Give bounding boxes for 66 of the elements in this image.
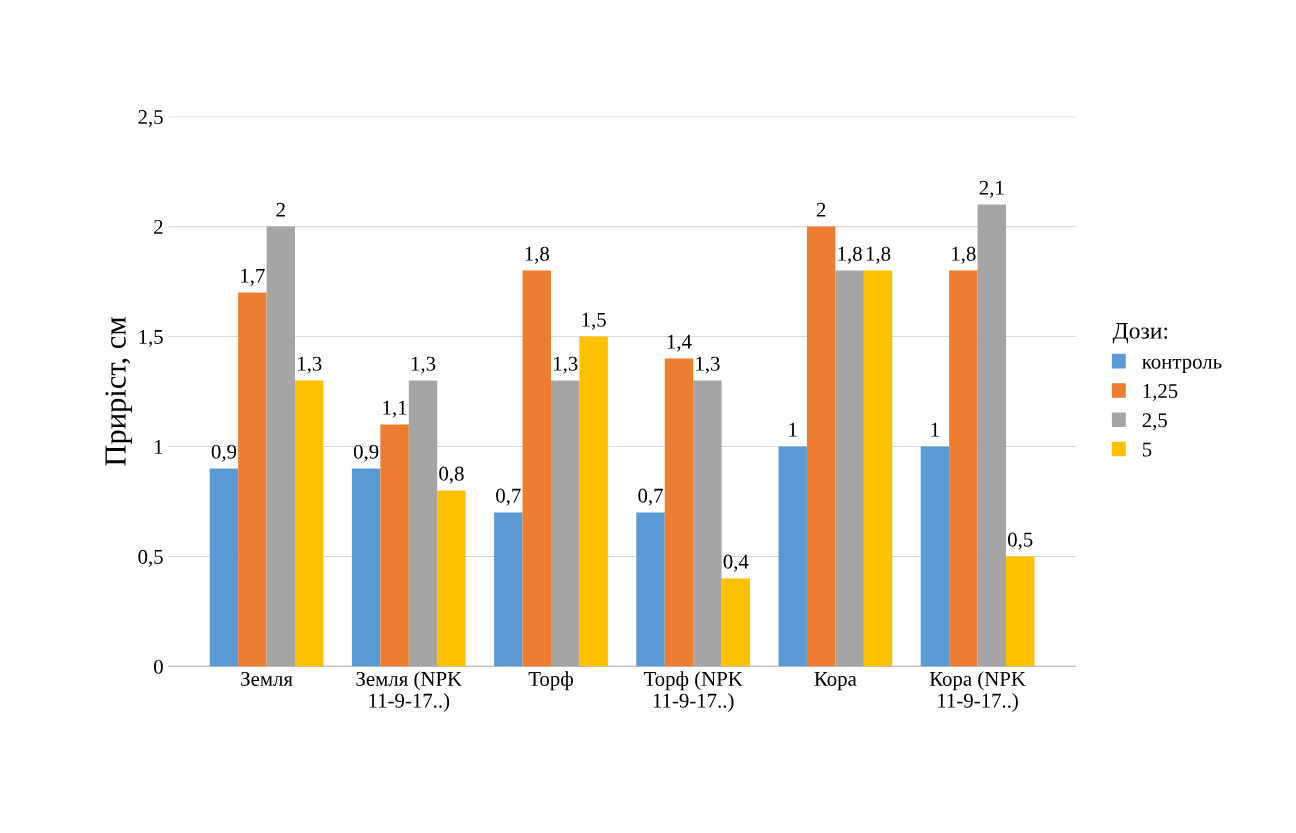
bar (522, 270, 551, 667)
data-label: 1,8 (866, 246, 891, 264)
y-tick-label: 0,5 (138, 549, 163, 567)
data-label: 1,3 (696, 356, 720, 374)
legend-title: Дози: (1112, 323, 1168, 344)
data-label: 0,9 (353, 444, 379, 462)
bar (550, 380, 580, 667)
data-label: 1 (789, 422, 797, 437)
bar (266, 226, 296, 667)
legend-label: контроль (1142, 358, 1222, 373)
data-label: 0,5 (1008, 532, 1033, 550)
bar (437, 490, 466, 667)
bar (209, 468, 239, 667)
data-label: 2 (816, 202, 826, 217)
bar (835, 270, 864, 667)
x-tick-label: Кора (NPK 11-9-17..) (929, 671, 1026, 712)
legend-label: 2,5 (1142, 413, 1167, 431)
data-label: 1,8 (525, 246, 549, 264)
data-label: 0,8 (439, 466, 464, 484)
y-axis-title: Приріст, см (105, 317, 133, 466)
bar (494, 512, 523, 667)
x-tick-label: Торф (528, 671, 573, 691)
data-label: 1,5 (582, 312, 606, 330)
y-tick-label: 2,5 (138, 110, 163, 128)
bar (693, 380, 722, 667)
bar (408, 380, 438, 667)
data-label: 2 (276, 202, 285, 217)
bar (238, 292, 267, 667)
x-tick-label: Торф (NPK 11-9-17..) (643, 671, 743, 712)
bar (380, 424, 409, 667)
bar (295, 380, 324, 667)
data-label: 1,7 (241, 268, 265, 286)
bar (636, 512, 665, 667)
data-label: 1,3 (554, 356, 578, 374)
bar (351, 468, 381, 667)
legend-label: 5 (1142, 442, 1152, 457)
bar (920, 446, 950, 667)
data-label: 1,3 (298, 356, 322, 374)
data-label: 1,8 (838, 246, 862, 264)
data-label: 1,1 (383, 400, 407, 418)
bar (664, 358, 694, 667)
data-label: 1,4 (667, 334, 692, 352)
data-label: 0,9 (211, 444, 237, 462)
bar (778, 446, 807, 667)
y-tick-label: 1 (155, 439, 163, 454)
bar (806, 226, 836, 667)
y-tick-label: 0 (154, 659, 163, 674)
bar (863, 270, 893, 667)
data-label: 1 (931, 422, 939, 437)
bar (949, 270, 978, 667)
y-tick-label: 2 (154, 220, 163, 234)
bar (977, 204, 1006, 667)
data-label: 1,3 (411, 356, 436, 374)
legend-label: 1,25 (1143, 383, 1178, 401)
x-tick-label: Земля (NPK 11-9-17..) (356, 671, 462, 712)
data-label: 0,7 (496, 488, 521, 506)
x-tick-label: Кора (814, 672, 857, 691)
bar (579, 336, 608, 667)
bar (721, 578, 751, 667)
data-label: 0,4 (723, 554, 749, 572)
data-label: 2,1 (979, 180, 1004, 198)
bar (1006, 556, 1035, 667)
y-tick-label: 1,5 (139, 330, 163, 347)
x-tick-label: Земля (241, 671, 293, 686)
data-label: 1,8 (952, 246, 976, 264)
data-label: 0,7 (638, 488, 663, 506)
